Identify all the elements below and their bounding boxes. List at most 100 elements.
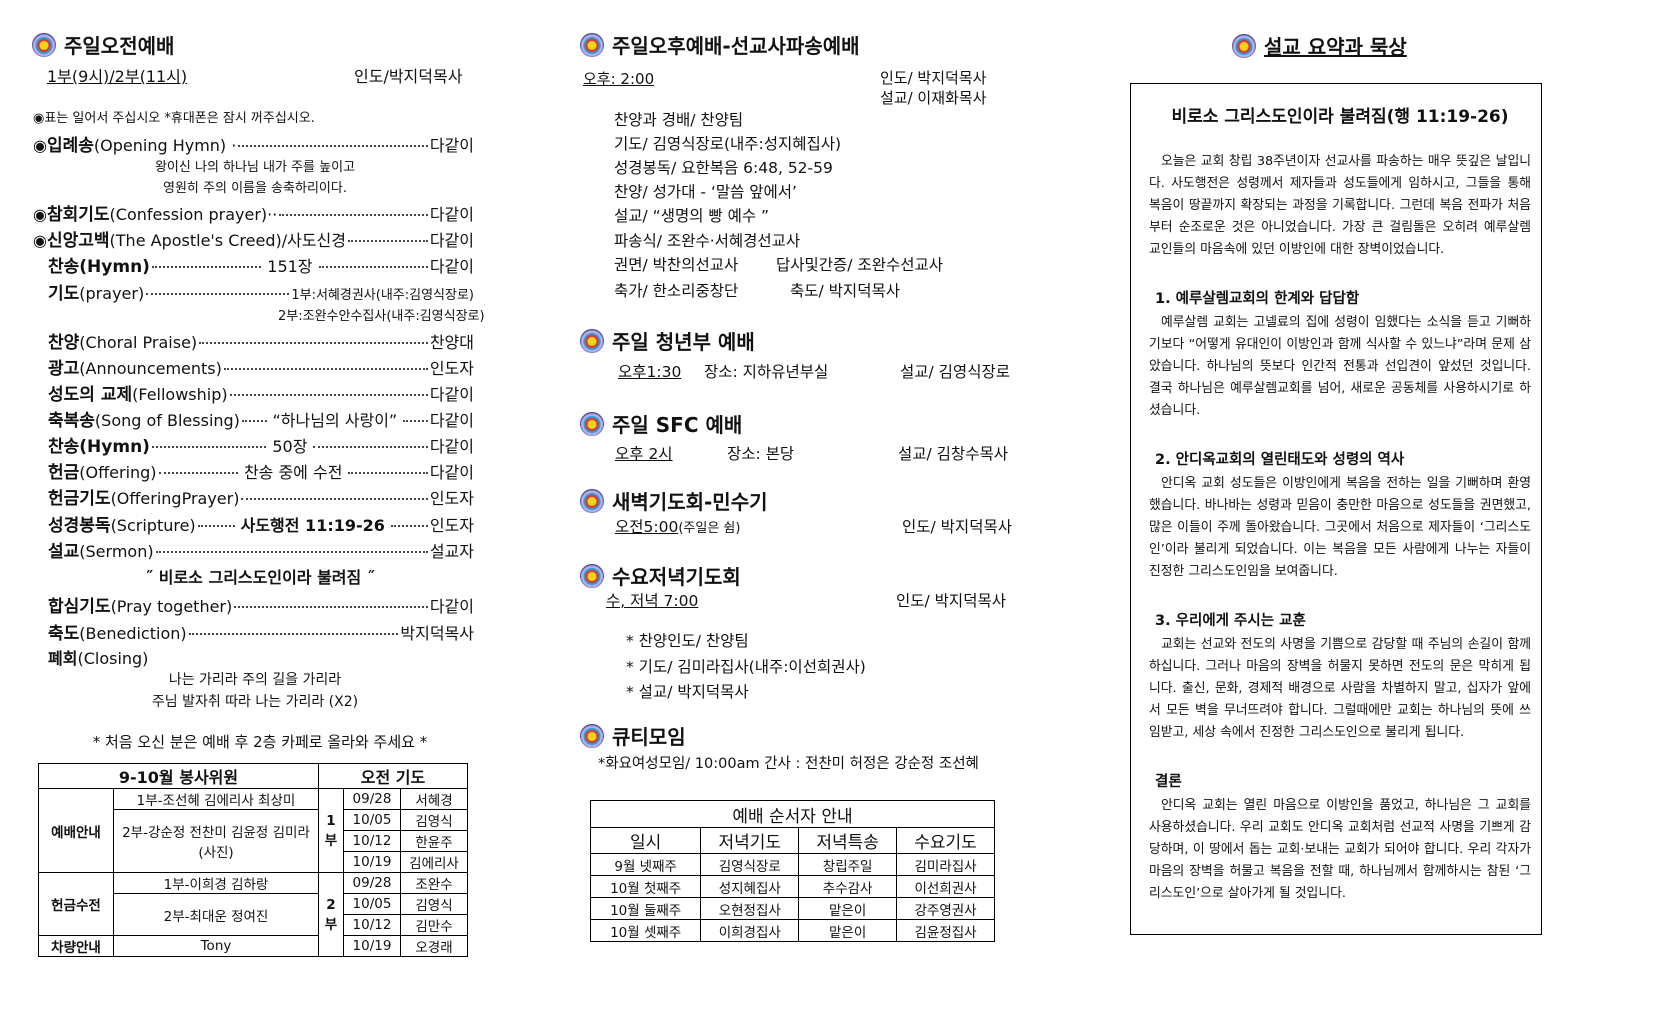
item-korean: 찬송(Hymn) (48, 437, 150, 457)
schedule-cell: 성지혜집사 (700, 875, 800, 898)
item-label: 헌금(Offering) (48, 458, 157, 483)
youth-place: 장소: 지하유년부실 (704, 363, 829, 381)
item-label: 축복송(Song of Blessing) (48, 406, 240, 431)
item-english: (Benediction) (79, 624, 187, 643)
item-label: 기도(prayer) (48, 279, 144, 304)
disc-bullet-icon (580, 488, 604, 513)
leader-dots (318, 266, 428, 268)
lyric-line: 나는 가리라 주의 길을 가리라 (168, 672, 342, 688)
prayer-second-service: 2부:조완수안수집사(내주:김영식장로) (278, 309, 485, 324)
prayer-name-cell: 한윤주 (400, 830, 468, 852)
item-responsible: 다같이 (429, 385, 474, 404)
disc-bullet-icon (580, 723, 604, 748)
schedule-rows: 9월 넷째주 김영식장로 창립주일 김미라집사 10월 첫째주 성지혜집사 추수감사 이선희권… (589, 853, 995, 942)
item-label: 성경봉독(Scripture) (48, 511, 196, 536)
item-english: (Scripture) (110, 516, 196, 535)
item-english: (Announcements) (79, 359, 222, 378)
leader-dots (390, 525, 428, 527)
item-korean: 축도 (48, 624, 80, 644)
worship-item: 찬송(Hymn) 151장 다같이 (48, 252, 474, 277)
disc-bullet-icon (1232, 33, 1256, 58)
time-note: (주일은 쉼) (678, 521, 741, 536)
leader-dots (199, 342, 428, 344)
lyric-line: 주님 발자취 따라 나는 가리라 (X2) (151, 694, 359, 710)
visitor-note: * 처음 오신 분은 예배 후 2층 카페로 올라와 주세요 * (92, 733, 428, 751)
names-cell: 1부-조선혜 김에리사 최상미 (113, 788, 319, 810)
item-label: 헌금기도(OfferingPrayer) (48, 484, 239, 509)
sermon-paragraph: 교회는 선교와 전도의 사명을 기쁨으로 감당할 때 주님의 손길이 함께하십니… (1149, 637, 1531, 740)
item-korean: 축복송 (48, 411, 95, 431)
opening-lyrics: 왕이신 나의 하나님 내가 주를 높이고 영원히 주의 이름을 송축하리이다. (100, 157, 410, 199)
section-title: 수요저녁기도회 (612, 565, 741, 589)
youth-time: 오후1:30 (618, 363, 682, 381)
sfc-service-heading: 주일 SFC 예배 (580, 409, 742, 438)
sermon-summary-box: 비로소 그리스도인이라 불려짐(행 11:19-26) 오늘은 교회 창립 38… (1130, 83, 1542, 935)
item-korean: 광고 (48, 359, 80, 379)
item-label: 찬송(Hymn) (48, 432, 150, 457)
item-responsible: 찬양대 (429, 333, 474, 352)
item-english: (Confession prayer)·· (109, 205, 278, 224)
disc-bullet-icon (580, 328, 604, 353)
date-cell: 10/05 (343, 893, 401, 915)
item-english: (Opening Hymn) · (93, 136, 237, 155)
section-title: 주일오전예배 (64, 34, 175, 58)
celebration-song: 축가/ 한소리중창단 (614, 282, 739, 300)
prayer-name-cell: 조완수 (400, 872, 468, 894)
item-responsible: 다같이 (429, 437, 474, 456)
sfc-time: 오후 2시 (615, 445, 673, 463)
youth-preacher: 설교/ 김영식장로 (900, 363, 1010, 381)
column-header: 수요기도 (896, 827, 995, 854)
worship-item: 헌금(Offering) 찬송 중에 수전 다같이 (48, 458, 474, 483)
leader-dots (155, 551, 428, 553)
time: 오전5:00 (615, 518, 679, 536)
benediction: 축도/ 박지덕목사 (790, 282, 900, 300)
item-english: (Offering) (79, 463, 157, 482)
prayer-name-cell: 서혜경 (400, 788, 468, 810)
names-cell: 2부-최대운 정여진 (113, 893, 319, 936)
role-cell: 헌금수전 (38, 872, 114, 936)
worship-item: 찬양(Choral Praise) 찬양대 (48, 328, 474, 353)
service-leader: 인도/박지덕목사 (354, 67, 463, 86)
column-header: 저녁특송 (798, 827, 898, 854)
standing-mark-icon: ◉ (33, 136, 47, 155)
schedule-table: 예배 순서자 안내 일시 저녁기도 저녁특송 수요기도 9월 넷째주 김영식장로 창… (589, 800, 995, 942)
sfc-preacher: 설교/ 김창수목사 (898, 445, 1008, 463)
sermon-paragraph: 예루살렘 교회는 고넬료의 집에 성령이 임했다는 소식을 듣고 기뻐하기보다 … (1149, 315, 1531, 418)
leader-dots (238, 145, 428, 147)
item-english: (The Apostle's Creed)/사도신경 (109, 231, 346, 250)
item-responsible: 박지덕목사 (400, 624, 474, 643)
item-detail: 사도행전 11:19-26 (240, 516, 385, 535)
prayer-name-cell: 김에리사 (400, 851, 468, 873)
leader-dots (197, 525, 235, 527)
lyric-line: 왕이신 나의 하나님 내가 주를 높이고 (154, 160, 356, 175)
item-responsible: 다같이 (429, 136, 474, 155)
worship-item: 성경봉독(Scripture) 사도행전 11:19-26 인도자 (48, 511, 474, 536)
schedule-cell: 추수감사 (798, 875, 898, 898)
standing-mark-icon: ◉ (33, 231, 47, 250)
item-responsible: 다같이 (429, 463, 474, 482)
item-english: (Song of Blessing) (94, 411, 240, 430)
item-english: (prayer) (79, 284, 145, 303)
closing-item: 폐회(Closing) (48, 645, 148, 669)
item-responsible: 인도자 (429, 359, 474, 378)
disc-bullet-icon (580, 563, 604, 588)
worship-item: 헌금기도(OfferingPrayer) 인도자 (48, 484, 474, 509)
item-label: 찬송(Hymn) (48, 252, 150, 277)
date-cell: 09/28 (343, 872, 401, 894)
names-cell: 2부-강순정 전찬미 김윤정 김미라(사진) (113, 809, 319, 873)
leader-dots (403, 420, 428, 422)
worship-item: 성도의 교제(Fellowship) 다같이 (48, 380, 474, 405)
sermon-title-line: ˝ 비로소 그리스도인이라 불려짐 ˝ (145, 568, 375, 587)
leader-dots (347, 240, 428, 242)
sfc-place: 장소: 본당 (727, 445, 795, 463)
dawn-prayer-heading: 새벽기도회-민수기 (580, 486, 768, 515)
worship-item: 광고(Announcements) 인도자 (48, 354, 474, 379)
response-testimony: 답사및간증/ 조완수선교사 (776, 256, 944, 274)
leader-dots (151, 266, 262, 268)
item-responsible: 1부:서혜경권사(내주:김영식장로) (291, 288, 474, 303)
wednesday-item: * 설교/ 박지덕목사 (626, 683, 749, 701)
worship-item: ◉입례송(Opening Hymn) · 다같이 (33, 131, 474, 156)
afternoon-time: 오후: 2:00 (583, 70, 655, 88)
leader-dots (151, 446, 267, 448)
standing-note: ◉표는 일어서 주십시오 *휴대폰은 잠시 꺼주십시오. (33, 111, 315, 126)
